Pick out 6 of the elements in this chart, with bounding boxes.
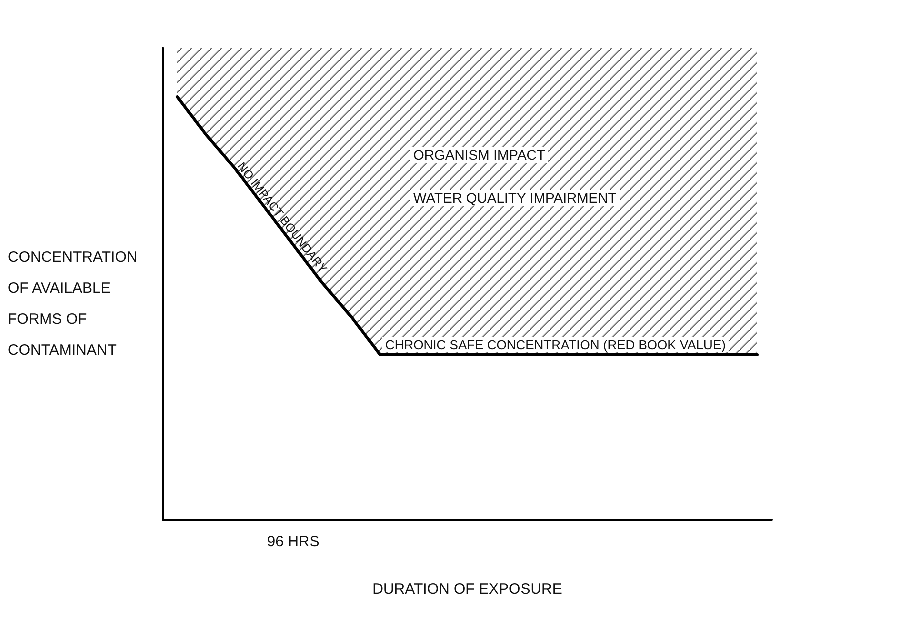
annotation: WATER QUALITY IMPAIRMENT — [414, 190, 618, 206]
annotation: ORGANISM IMPACT — [414, 147, 546, 164]
annotation: CHRONIC SAFE CONCENTRATION (RED BOOK VALUE) — [386, 338, 726, 353]
text: 96 HRS — [267, 534, 320, 550]
y-axis-title: CONCENTRATION OF AVAILABLE FORMS OF CONTAMINANT — [8, 249, 138, 359]
x-axis-title: DURATION OF EXPOSURE — [372, 581, 562, 598]
